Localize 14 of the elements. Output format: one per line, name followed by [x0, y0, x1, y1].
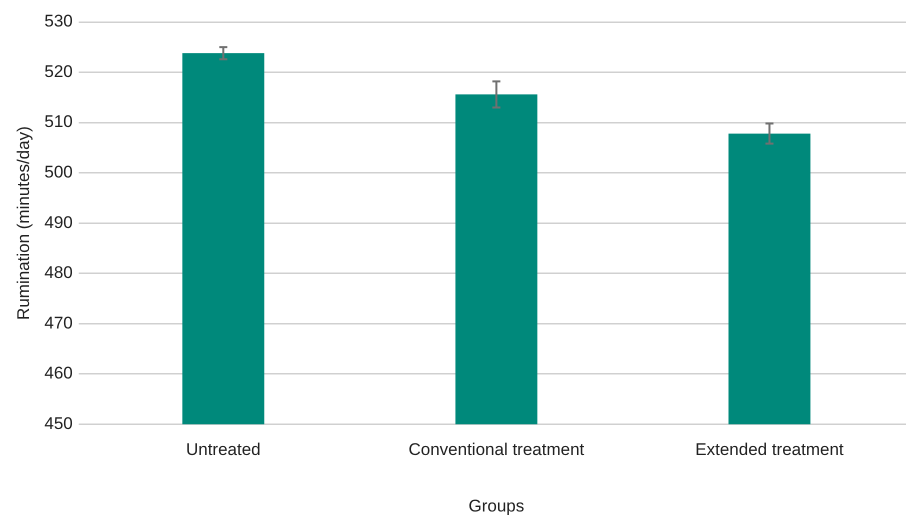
y-tick-label: 510: [44, 112, 73, 132]
y-tick-label: 480: [44, 263, 73, 282]
y-tick-label: 470: [44, 313, 73, 332]
x-axis-title: Groups: [468, 496, 524, 516]
y-tick-label: 520: [44, 62, 73, 81]
y-tick-label: 450: [44, 414, 73, 433]
y-tick-label: 500: [44, 162, 73, 182]
x-tick-label: Extended treatment: [695, 440, 844, 460]
y-tick-label: 460: [44, 364, 73, 383]
y-tick-label: 530: [44, 12, 73, 31]
x-tick-label: Conventional treatment: [408, 440, 585, 460]
y-tick-label: 490: [44, 212, 73, 232]
x-tick-label: Untreated: [186, 440, 261, 460]
y-axis-title: Rumination (minutes/day): [14, 126, 33, 320]
